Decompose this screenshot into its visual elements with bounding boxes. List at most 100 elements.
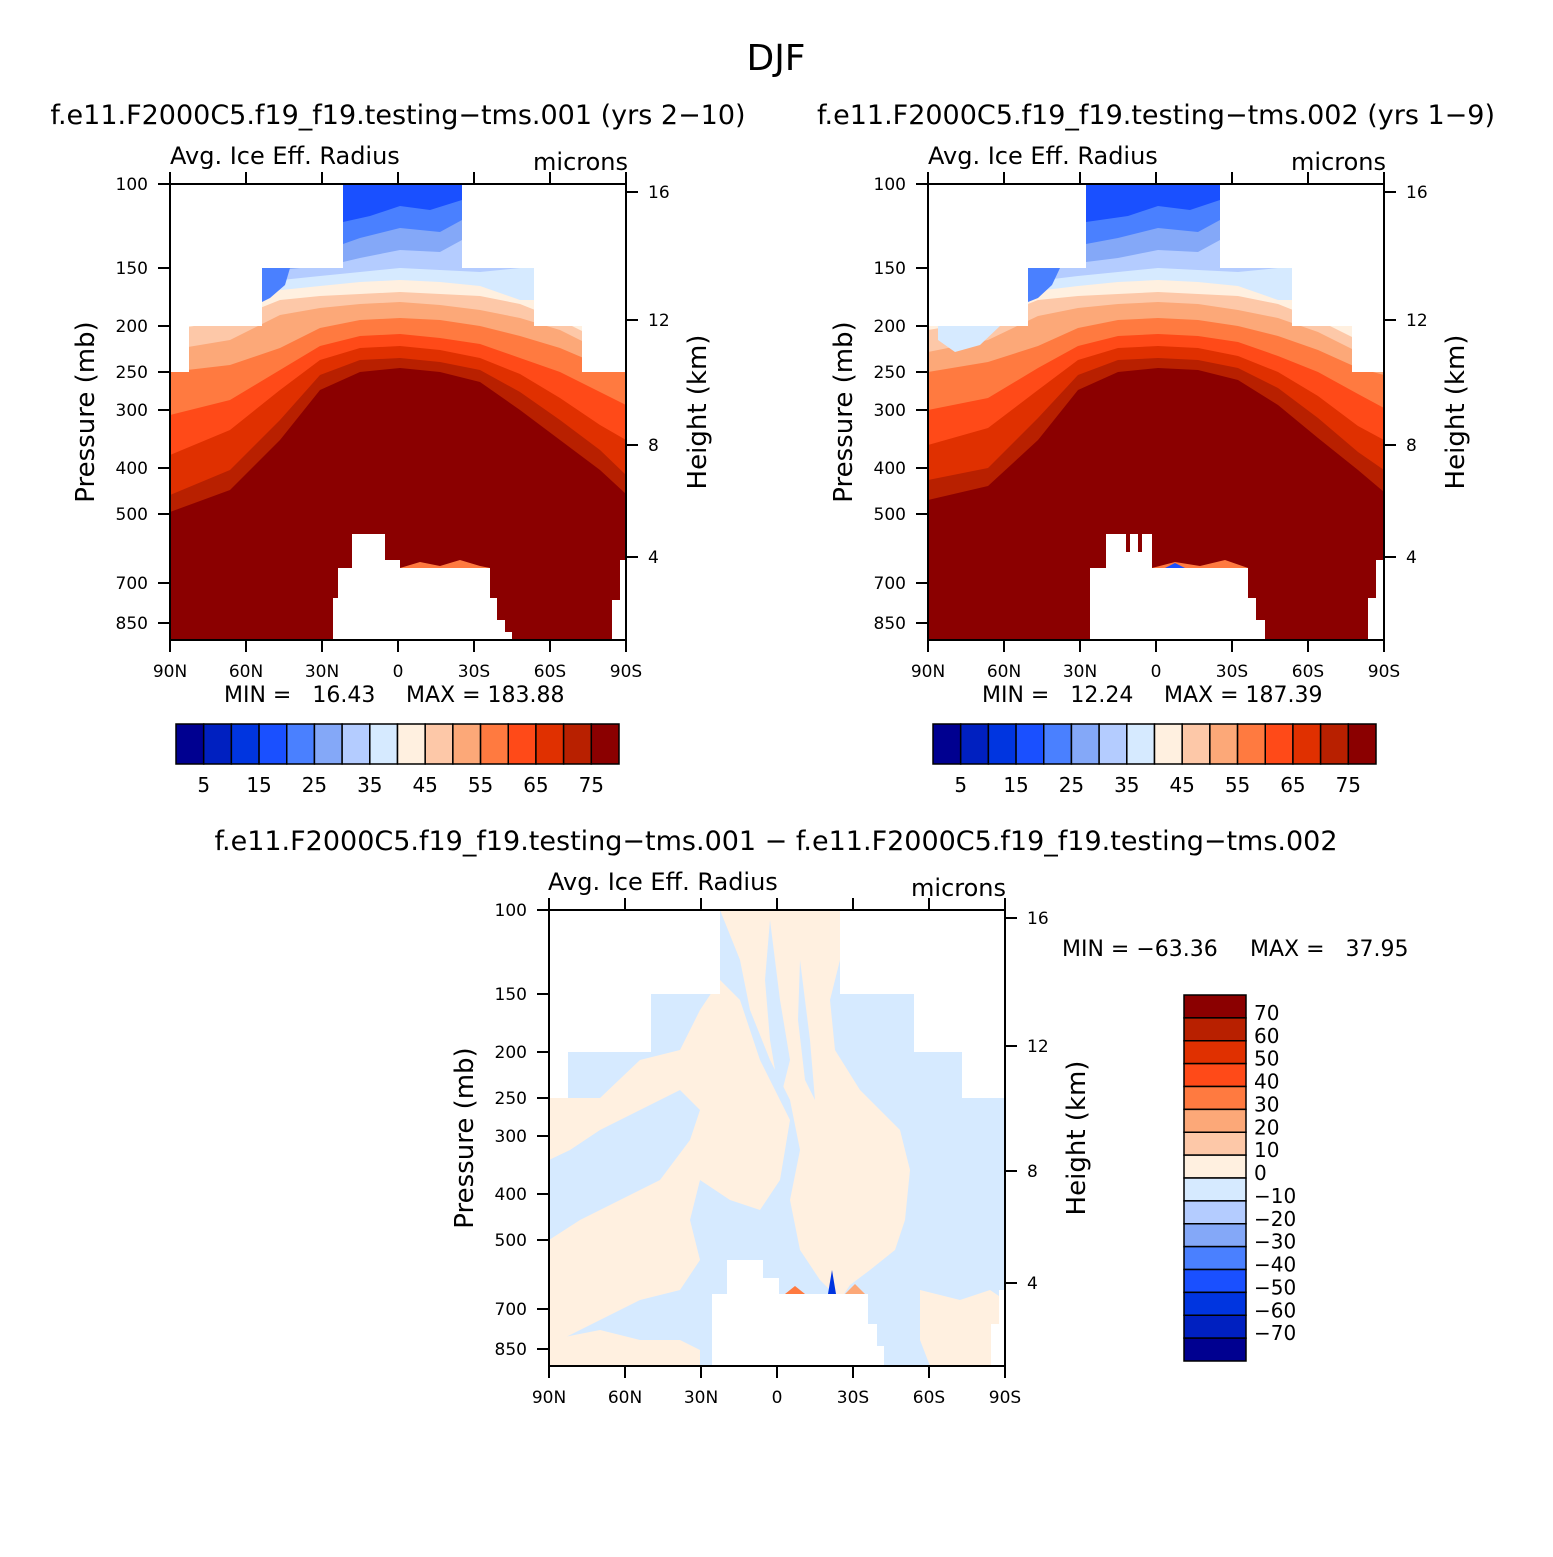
top-ticks-002	[927, 172, 1385, 184]
colorbar-box	[535, 723, 565, 765]
contour-field-002	[928, 184, 1384, 640]
p-tick: 100	[495, 901, 527, 921]
contour-field-001	[170, 184, 626, 640]
colorbar-label: 35	[357, 773, 382, 797]
colorbar-box	[1236, 723, 1266, 765]
mask-top	[170, 184, 343, 372]
p-tick: 300	[116, 401, 148, 421]
colorbar-box	[959, 723, 990, 765]
top-ticks-diff	[548, 898, 1006, 910]
mask-top-right	[840, 910, 1005, 1098]
x-tick-labels-diff: 90N 60N 30N 0 30S 60S 90S	[532, 1388, 1021, 1408]
colorbar-box	[1183, 1040, 1247, 1065]
h-tick: 12	[1027, 1037, 1049, 1057]
colorbar-label: 25	[302, 773, 327, 797]
mask-top-left	[549, 910, 720, 1098]
p-tick-labels-diff: 100 150 200 250 300 400 500 700 850	[495, 901, 527, 1360]
colorbar-box	[1183, 1062, 1247, 1088]
p-tick: 400	[116, 459, 148, 479]
h-tick-labels-002: 16 12 8 4	[1406, 183, 1428, 568]
surface-anomaly-pos2	[845, 1284, 865, 1294]
colorbar-label: 25	[1059, 773, 1084, 797]
h-tick: 16	[1406, 183, 1428, 203]
min-text-002: MIN = 12.24	[982, 683, 1133, 708]
h-tick: 16	[648, 183, 670, 203]
colorbar-box	[452, 723, 482, 765]
colorbar-box	[1209, 723, 1239, 765]
colorbar-box	[1070, 723, 1100, 765]
surface-blue	[1165, 563, 1185, 568]
colorbar-box	[1183, 1291, 1247, 1316]
var-label-001: Avg. Ice Eff. Radius	[170, 142, 400, 170]
p-tick: 250	[116, 363, 148, 383]
panel-difference: f.e11.F2000C5.f19_f19.testing−tms.001 − …	[214, 826, 1408, 1408]
colorbar-label: 75	[1336, 773, 1361, 797]
p-tick: 100	[116, 175, 148, 195]
p-tick: 250	[874, 363, 906, 383]
max-text-002: MAX = 187.39	[1164, 683, 1323, 708]
p-tick: 500	[495, 1231, 527, 1251]
p-tick: 850	[874, 614, 906, 634]
band-150-blue	[262, 268, 290, 302]
right-ticks-diff	[1005, 917, 1017, 1284]
colorbar-box	[1183, 1268, 1247, 1294]
x-tick: 0	[772, 1388, 783, 1408]
x-tick-labels-002: 90N 60N 30N 0 30S 60S 90S	[911, 662, 1400, 682]
colorbar-box	[1292, 723, 1322, 765]
main-title: DJF	[746, 38, 805, 79]
band-10	[1086, 184, 1220, 222]
panel-title-001: f.e11.F2000C5.f19_f19.testing−tms.001 (y…	[50, 100, 745, 131]
colorbar-box	[1043, 723, 1073, 765]
colorbar-box	[1183, 994, 1247, 1019]
p-tick: 400	[495, 1185, 527, 1205]
colorbar-label: 40	[1254, 1070, 1279, 1094]
panel-model-002: f.e11.F2000C5.f19_f19.testing−tms.002 (y…	[817, 100, 1495, 797]
x-tick: 30S	[1216, 662, 1248, 682]
x-tick: 60S	[1292, 662, 1324, 682]
p-tick: 200	[874, 317, 906, 337]
colorbar-label: 60	[1254, 1024, 1279, 1048]
colorbar-label: −20	[1254, 1207, 1296, 1231]
colorbar-label: 35	[1114, 773, 1139, 797]
x-tick: 30S	[837, 1388, 869, 1408]
colorbar-box	[1126, 723, 1156, 765]
h-tick: 16	[1027, 909, 1049, 929]
max-text-001: MAX = 183.88	[406, 683, 565, 708]
colorbar-box	[1015, 723, 1045, 765]
colorbar-box	[1183, 1108, 1247, 1133]
max-text-diff: MAX = 37.95	[1250, 937, 1409, 962]
p-tick: 850	[116, 614, 148, 634]
colorbar-label: 45	[1169, 773, 1194, 797]
colorbar-label: 15	[1003, 773, 1028, 797]
mask-top	[928, 184, 1086, 326]
colorbar-box	[1153, 723, 1183, 765]
colorbar-box	[202, 723, 233, 765]
colorbar-label: 65	[523, 773, 548, 797]
p-tick-labels-002: 100 150 200 250 300 400 500 700 850	[874, 175, 906, 634]
h-tick-labels-001: 16 12 8 4	[648, 183, 670, 568]
y-axis-label-right-002: Height (km)	[1441, 335, 1471, 490]
colorbar-box	[1183, 1177, 1247, 1202]
colorbar-label: −30	[1254, 1230, 1296, 1254]
y-axis-label-left-diff: Pressure (mb)	[450, 1047, 480, 1228]
colorbar-box	[396, 723, 426, 765]
colorbar-label: −70	[1254, 1321, 1296, 1345]
h-tick: 4	[1027, 1274, 1038, 1294]
colorbar-box	[1183, 1223, 1247, 1248]
p-tick: 150	[495, 985, 527, 1005]
colorbar-box	[1183, 1085, 1247, 1111]
p-tick: 300	[874, 401, 906, 421]
colorbar-box	[562, 723, 593, 765]
p-tick: 150	[874, 259, 906, 279]
colorbar-box	[369, 723, 399, 765]
colorbar-label: 20	[1254, 1115, 1279, 1139]
x-tick: 60S	[534, 662, 566, 682]
colorbar-label: 5	[954, 773, 967, 797]
colorbar-001: 5 15 25 35 45 55 65 75	[175, 723, 620, 797]
colorbar-box	[1347, 723, 1377, 765]
x-tick: 60N	[987, 662, 1021, 682]
x-tick: 60N	[229, 662, 263, 682]
negative-streak-1	[765, 920, 790, 1100]
